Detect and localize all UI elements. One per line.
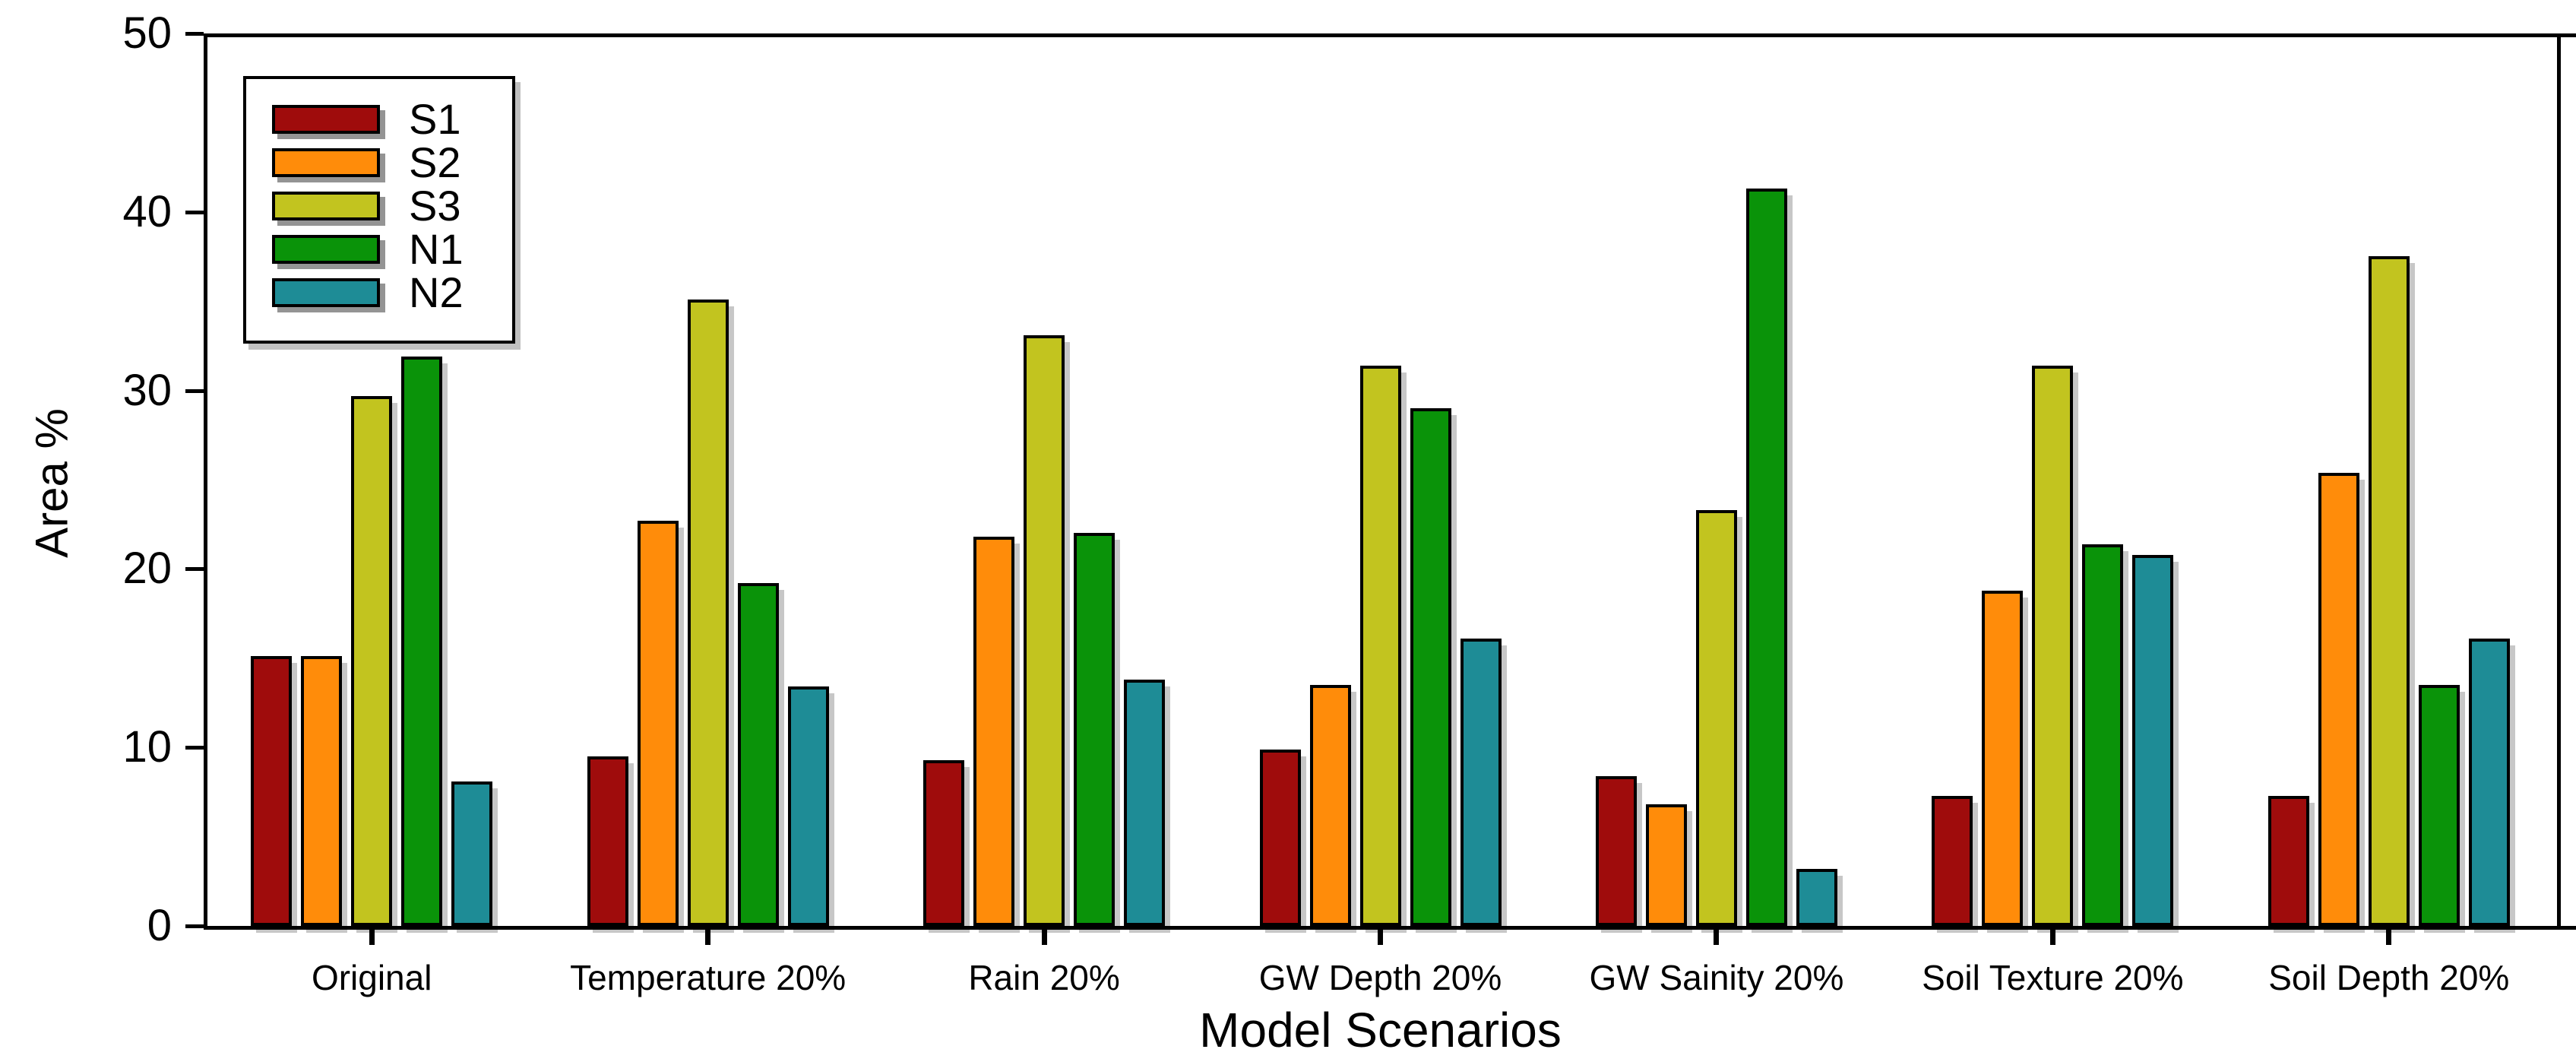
bar-s3-3 — [1024, 335, 1065, 926]
bar-n2-1 — [451, 781, 492, 926]
bar-s2-1 — [301, 656, 342, 926]
bar-n1-7 — [2419, 685, 2460, 926]
y-tick-label: 40 — [122, 186, 172, 236]
legend-swatch-s1 — [272, 104, 380, 134]
y-tick — [185, 388, 204, 393]
bar-s2-5 — [1646, 804, 1687, 926]
legend-label: S1 — [409, 94, 461, 143]
bar-n1-1 — [401, 357, 442, 926]
bar-n2-5 — [1796, 869, 1837, 926]
bar-n2-6 — [2132, 555, 2173, 926]
bar-s2-6 — [1982, 591, 2023, 926]
bar-n1-5 — [1746, 189, 1787, 926]
legend-label: N2 — [409, 268, 464, 316]
x-axis-title: Model Scenarios — [1199, 1003, 1562, 1057]
bar-n2-4 — [1460, 639, 1502, 926]
x-tick — [2386, 930, 2392, 945]
x-category-label: Temperature 20% — [570, 958, 847, 997]
x-tick — [1378, 930, 1383, 945]
legend-swatch-s2 — [272, 147, 380, 177]
bar-n1-4 — [1410, 408, 1451, 926]
x-category-label: Rain 20% — [968, 958, 1120, 997]
legend-item-n2: N2 — [272, 271, 512, 314]
legend-label: S2 — [409, 138, 461, 186]
top-frame-line — [204, 33, 2576, 37]
x-axis-line — [204, 926, 2576, 930]
y-tick — [185, 210, 204, 214]
bar-n1-3 — [1074, 533, 1115, 926]
x-tick — [705, 930, 711, 945]
bar-s2-4 — [1310, 685, 1351, 926]
x-category-label: Soil Depth 20% — [2268, 958, 2510, 997]
bar-s3-5 — [1696, 510, 1737, 926]
x-category-label: GW Sainity 20% — [1589, 958, 1844, 997]
bar-s1-4 — [1260, 750, 1301, 926]
bar-s2-3 — [973, 537, 1014, 926]
bar-s3-7 — [2369, 256, 2410, 926]
bar-s1-7 — [2268, 796, 2309, 926]
x-tick — [1041, 930, 1047, 945]
bar-s1-6 — [1932, 796, 1973, 926]
x-tick — [369, 930, 375, 945]
y-tick-label: 30 — [122, 365, 172, 415]
legend-item-s1: S1 — [272, 97, 512, 141]
y-tick-label: 50 — [122, 8, 172, 58]
bar-s1-3 — [923, 760, 964, 926]
legend-swatch-n1 — [272, 234, 380, 264]
x-tick — [2049, 930, 2055, 945]
y-tick — [185, 32, 204, 36]
legend-item-s2: S2 — [272, 141, 512, 184]
legend-item-n1: N1 — [272, 227, 512, 271]
y-tick — [185, 924, 204, 928]
x-category-label: Original — [311, 958, 432, 997]
legend-swatch-n2 — [272, 277, 380, 307]
bar-n2-2 — [788, 686, 829, 926]
bar-n1-2 — [738, 583, 779, 926]
y-tick — [185, 567, 204, 572]
y-tick — [185, 746, 204, 750]
x-tick — [1714, 930, 1720, 945]
bar-s1-1 — [251, 656, 292, 926]
y-tick-label: 20 — [122, 544, 172, 594]
x-category-label: GW Depth 20% — [1258, 958, 1502, 997]
y-tick-label: 10 — [122, 722, 172, 772]
bar-s3-1 — [351, 396, 392, 926]
bar-n2-3 — [1124, 680, 1165, 926]
bar-s1-5 — [1596, 776, 1637, 926]
y-tick-label: 0 — [147, 901, 172, 950]
legend-item-s3: S3 — [272, 184, 512, 227]
bar-n2-7 — [2469, 639, 2510, 926]
bar-s3-6 — [2032, 366, 2073, 926]
legend-swatch-s3 — [272, 191, 380, 220]
y-axis-line — [204, 33, 207, 930]
x-category-label: Soil Texture 20% — [1922, 958, 2184, 997]
bar-s1-2 — [587, 756, 628, 926]
bar-s3-2 — [688, 300, 729, 926]
legend-label: S3 — [409, 181, 461, 230]
right-frame-line — [2557, 33, 2561, 930]
bar-s2-7 — [2318, 473, 2359, 926]
bar-n1-6 — [2082, 544, 2123, 926]
bar-s2-2 — [638, 521, 679, 926]
legend: S1 S2 S3 N1 N2 — [243, 76, 515, 344]
legend-label: N1 — [409, 224, 464, 273]
bar-s3-4 — [1360, 366, 1401, 926]
